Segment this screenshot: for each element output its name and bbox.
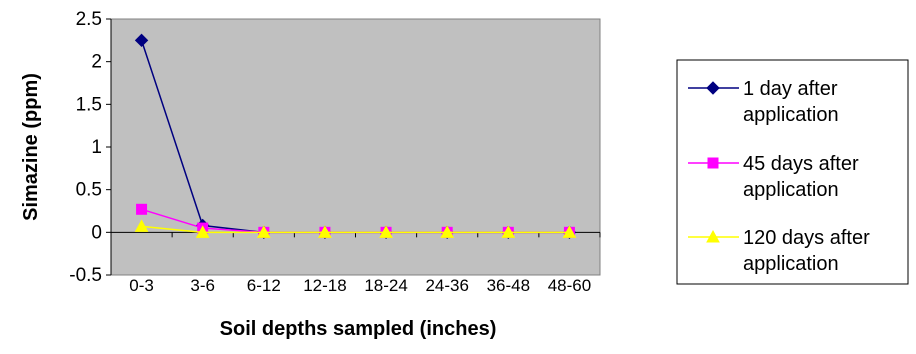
y-tick-label: 1.5 xyxy=(76,94,102,115)
x-tick-label: 3-6 xyxy=(190,276,215,295)
y-axis-title: Simazine (ppm) xyxy=(20,73,42,221)
legend-marker xyxy=(707,157,719,169)
legend-label: application xyxy=(743,253,839,275)
y-axis: 2.5 2 1.5 1 0.5 0 -0.5 xyxy=(69,9,112,286)
y-tick-label: 0.5 xyxy=(76,180,102,201)
y-tick-label: 0 xyxy=(91,222,102,243)
data-point xyxy=(136,203,148,215)
series-layer xyxy=(134,33,577,240)
legend-label: 45 days after xyxy=(743,153,859,175)
y-tick-label: -0.5 xyxy=(69,265,102,286)
legend-item-3: 120 days after application xyxy=(688,227,870,275)
y-tick-label: 1 xyxy=(91,137,102,158)
legend-marker xyxy=(706,81,720,95)
x-tick-label: 24-36 xyxy=(425,276,468,295)
x-tick-label: 12-18 xyxy=(303,276,346,295)
legend-label: application xyxy=(743,179,839,201)
legend: 1 day after application 45 days after appli… xyxy=(676,59,909,285)
data-point xyxy=(562,225,577,238)
legend-label: 120 days after xyxy=(743,227,870,249)
x-tick-label: 36-48 xyxy=(487,276,530,295)
legend-label: 1 day after xyxy=(743,78,838,100)
x-tick-label: 48-60 xyxy=(548,276,591,295)
legend-box xyxy=(676,59,909,285)
data-point xyxy=(318,225,332,238)
y-tick-label: 2.5 xyxy=(76,9,102,30)
data-point xyxy=(134,219,149,232)
legend-label: application xyxy=(743,104,839,126)
data-point xyxy=(379,225,393,238)
data-point xyxy=(134,33,149,48)
series-line xyxy=(141,225,570,234)
x-axis-title: Soil depths sampled (inches) xyxy=(220,318,497,340)
data-point xyxy=(195,225,210,238)
data-point xyxy=(501,225,516,238)
legend-marker xyxy=(706,229,720,243)
y-tick-label: 2 xyxy=(91,52,102,73)
legend-item-1: 1 day after application xyxy=(688,78,839,126)
series-3 xyxy=(134,219,577,238)
legend-item-2: 45 days after application xyxy=(688,153,859,201)
x-tick-label: 0-3 xyxy=(129,276,154,295)
x-tick-label: 6-12 xyxy=(247,276,281,295)
data-point xyxy=(256,225,271,238)
data-point xyxy=(440,225,455,238)
x-tick-label: 18-24 xyxy=(364,276,407,295)
